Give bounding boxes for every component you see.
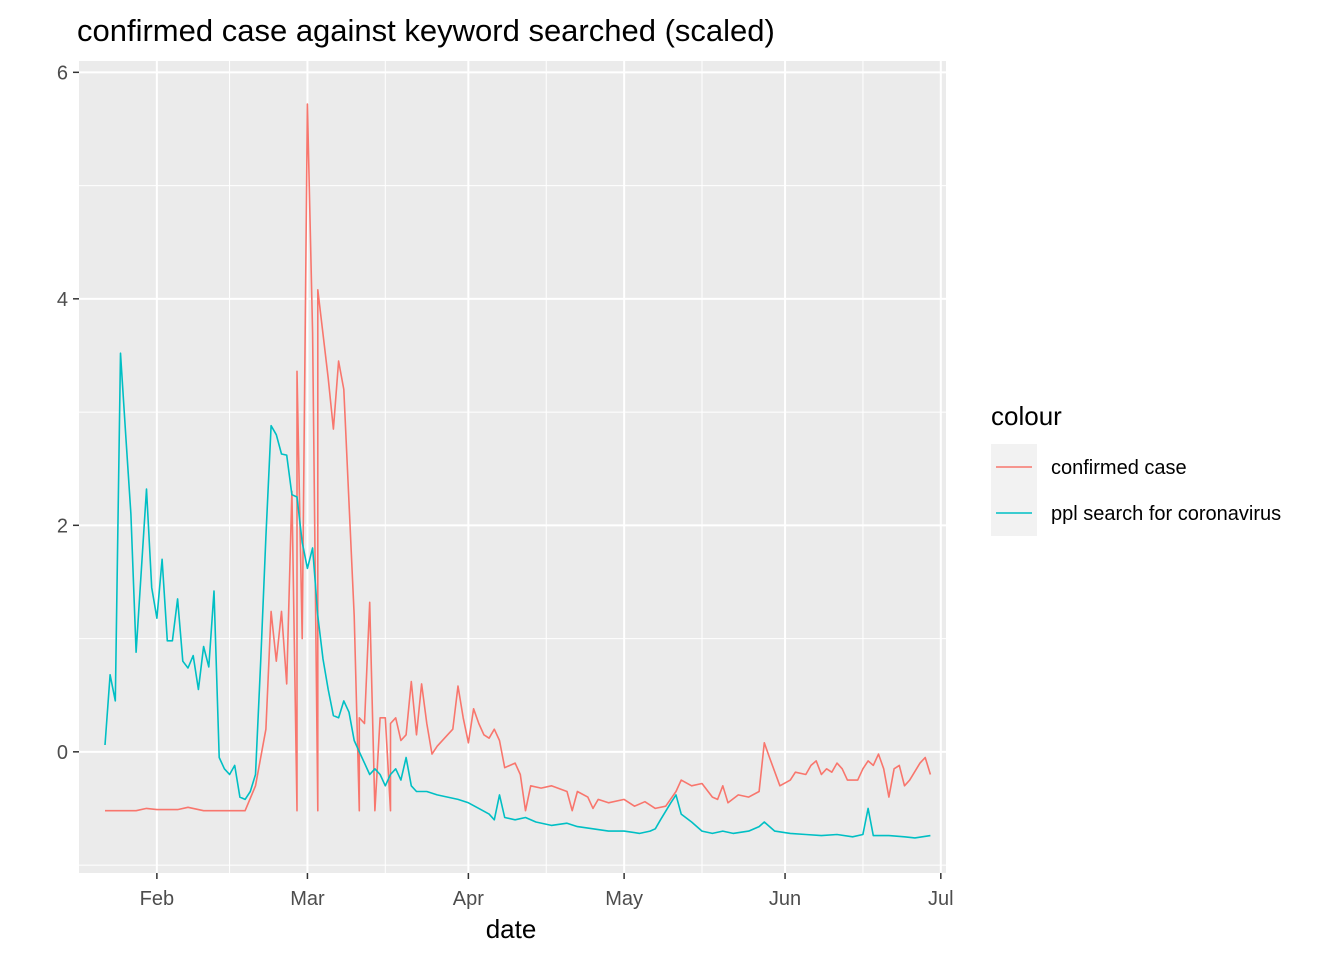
y-tick-label: 6 <box>57 62 68 84</box>
x-axis: Feb Mar Apr May Jun Jul <box>140 873 954 910</box>
grid-minor <box>79 61 946 873</box>
x-tick-label: Feb <box>140 888 174 910</box>
x-tick-label: Apr <box>453 888 484 910</box>
chart-title: confirmed case against keyword searched … <box>77 13 775 48</box>
legend: colour confirmed case ppl search for coro… <box>991 401 1281 536</box>
x-tick-label: Jun <box>769 888 801 910</box>
series-layer <box>104 103 932 839</box>
y-tick-label: 2 <box>57 515 68 537</box>
legend-label: confirmed case <box>1051 457 1187 479</box>
legend-item: ppl search for coronavirus <box>991 490 1281 536</box>
legend-label: ppl search for coronavirus <box>1051 503 1281 525</box>
x-tick-label: Mar <box>290 888 325 910</box>
plot-panel <box>79 61 946 873</box>
x-tick-label: May <box>605 888 643 910</box>
y-tick-label: 0 <box>57 742 68 764</box>
series-line-0 <box>105 103 932 812</box>
x-tick-label: Jul <box>928 888 954 910</box>
legend-title: colour <box>991 401 1062 431</box>
y-axis: 0 2 4 6 <box>57 62 79 764</box>
y-tick-label: 4 <box>57 289 68 311</box>
legend-items: confirmed case ppl search for coronavirus <box>991 444 1281 536</box>
x-axis-title: date <box>486 914 537 944</box>
grid-major <box>79 61 946 873</box>
legend-item: confirmed case <box>991 444 1187 490</box>
series-line-1 <box>104 352 931 839</box>
